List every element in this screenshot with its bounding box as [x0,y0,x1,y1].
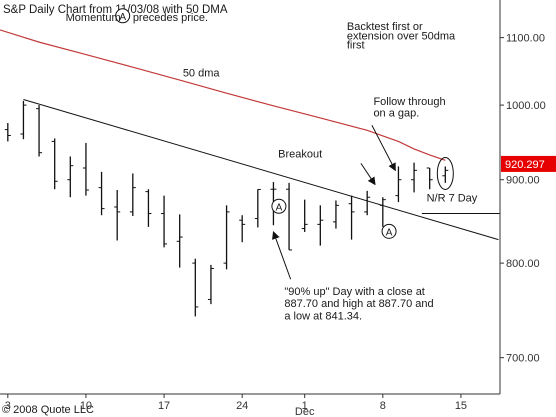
annotation-text: Follow through [373,96,445,108]
last-price-label: 920.297 [505,159,545,171]
ohlc-bar [145,189,152,227]
ohlc-bar [286,182,293,251]
ohlc-bar [379,197,386,227]
ohlc-bar [67,156,74,198]
annotation-text: Backtest first or [347,21,423,33]
ohlc-bar [161,195,168,248]
annotation-text: 887.70 and high at 887.70 and [284,298,433,310]
ohlc-bar [82,142,89,196]
annotation-text: 50 dma [183,68,221,80]
last-price-box [501,155,556,172]
circle-label-ring [381,223,397,239]
annotation-arrow [371,124,396,172]
y-tick-label: 1000.00 [506,100,546,112]
chart-title: S&P Daily Chart from 11/03/08 with 50 DM… [3,4,228,16]
circle-label-text: A [119,12,126,23]
ohlc-bar [411,162,418,193]
y-tick-label: 700.00 [506,353,540,365]
ohlc-bar [4,123,11,142]
annotation-text: precedes price. [133,12,208,24]
ohlc-bar [301,199,308,232]
circle-label-ring [271,198,287,214]
annotation-arrow [272,231,292,280]
annotation-text: extension over 50dma [347,31,456,43]
x-tick-label: 3 [5,400,11,412]
ohlc-bar [114,190,121,241]
ohlc-bar [223,205,230,270]
ohlc-bar [395,166,402,203]
nr7-ellipse-marker [436,156,454,190]
annotation-text: N/R 7 Day [427,192,478,204]
y-tick-label: 800.00 [506,258,540,270]
ohlc-bar [348,195,355,240]
annotation-text: first [347,40,365,52]
ohlc-bar [36,105,43,157]
ohlc-bar [98,171,105,216]
ohlc-bar [192,258,199,317]
x-tick-label: 1 [302,400,308,412]
circle-label-text: A [386,227,393,238]
annotation-text: "90% up" Day with a close at [284,286,425,298]
annotation-text: on a gap. [373,108,419,120]
ohlc-bar [332,200,339,229]
ohlc-bar [364,190,371,216]
x-tick-label: 15 [455,400,467,412]
x-tick-label: 10 [80,400,92,412]
ohlc-bar [207,264,214,305]
x-tick-label: 8 [380,400,386,412]
ma-50-line [0,29,446,161]
ohlc-bar [51,138,58,190]
circle-label-ring [115,8,131,24]
ohlc-bar [442,166,449,183]
ohlc-bar [20,100,27,140]
annotation-text: Breakout [278,148,322,160]
annotation-text: a low at 841.34. [284,310,362,322]
ohlc-bar [254,188,261,228]
ohlc-bar [239,215,246,243]
x-month-label: Dec [295,406,315,417]
annotation-text: Momentum [66,12,121,24]
copyright-text: © 2008 Quote LLC [2,404,94,416]
y-tick-label: 1100.00 [506,33,545,45]
ohlc-bar [317,205,324,246]
x-tick-label: 24 [236,400,248,412]
annotation-arrow [360,163,376,186]
x-tick-label: 17 [158,400,170,412]
circle-label-text: A [276,202,283,213]
trendline [23,98,499,241]
y-tick-label: 900.00 [506,175,540,187]
ohlc-bar [176,214,183,268]
ohlc-bar [426,167,433,190]
ohlc-bar [129,173,136,217]
